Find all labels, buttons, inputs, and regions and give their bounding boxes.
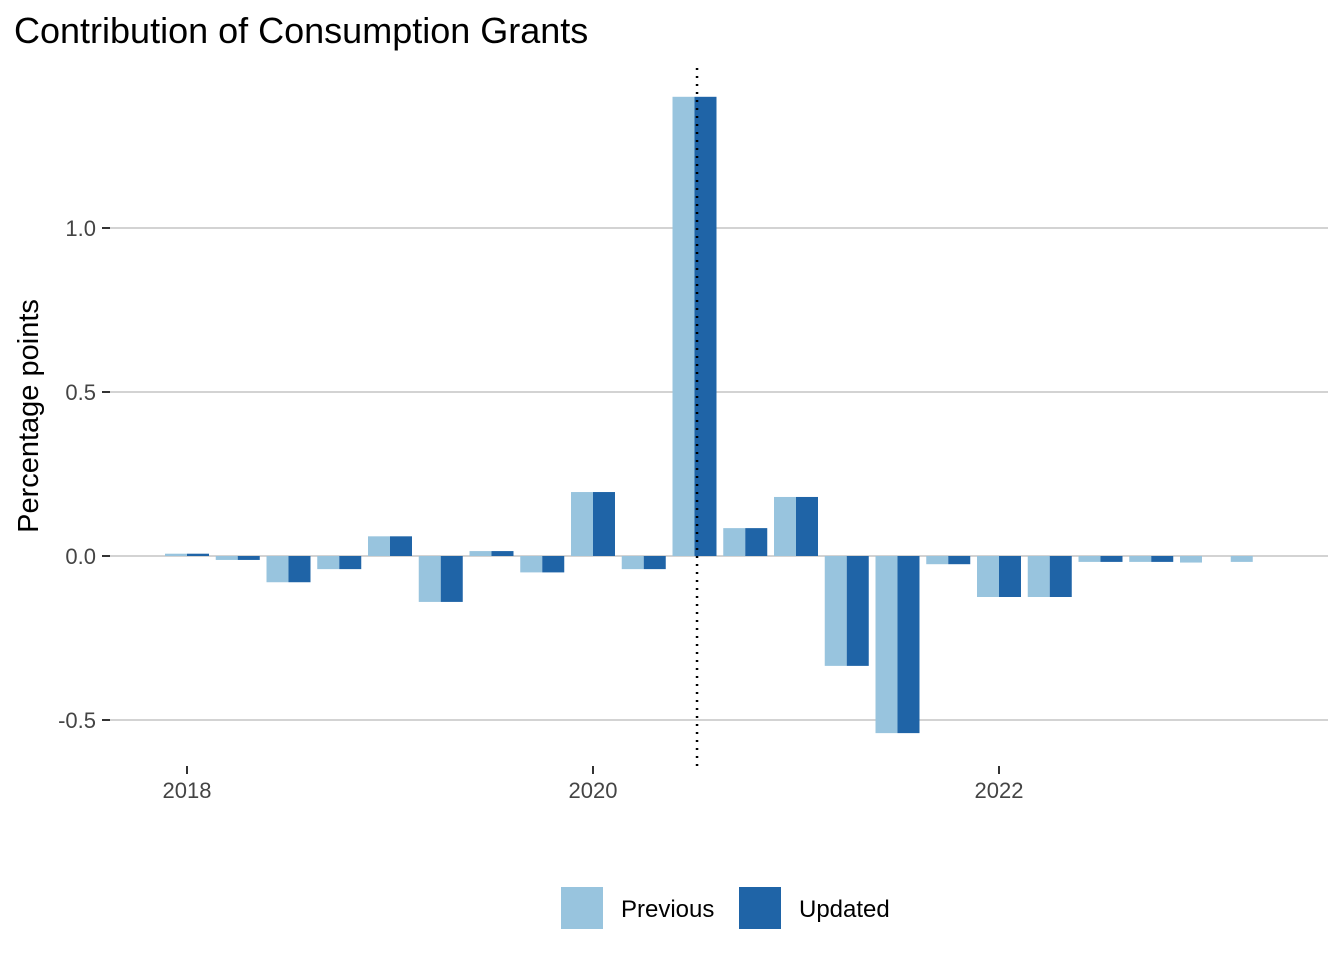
bar-updated-2021-Q2 [846,556,869,666]
bar-updated-2018-Q4 [339,556,362,570]
legend-swatch-updated [739,887,781,929]
bar-previous-2020-Q4 [723,528,746,556]
bar-updated-2020-Q4 [745,528,768,556]
bar-updated-2022-Q1 [999,556,1021,597]
bar-updated-2020-Q3 [694,96,717,557]
y-tick-label: 0.5 [65,380,96,405]
bar-updated-2019-Q4 [542,556,565,573]
bar-previous-2020-Q1 [571,492,593,556]
chart-title: Contribution of Consumption Grants [14,10,588,51]
bar-previous-2018-Q2 [215,556,238,560]
y-tick-label: 0.0 [65,544,96,569]
bar-updated-2021-Q4 [948,556,971,565]
bar-updated-2022-Q4 [1151,556,1174,562]
legend-swatch-previous [561,887,603,929]
legend-label-previous: Previous [621,896,714,923]
bar-updated-2021-Q1 [796,496,818,556]
bar-previous-2022-Q1 [977,556,999,597]
bar-previous-2018-Q1 [165,553,187,556]
bar-updated-2019-Q1 [390,536,412,556]
legend: Previous Updated [561,887,890,929]
y-tick-label: 1.0 [65,216,96,241]
bar-previous-2020-Q2 [621,556,644,570]
gridlines [110,227,1328,721]
bar-updated-2022-Q2 [1049,556,1072,597]
bar-previous-2019-Q3 [469,551,492,556]
bar-previous-2018-Q4 [317,556,340,570]
bar-previous-2021-Q1 [774,496,796,556]
bar-previous-2019-Q1 [368,536,390,556]
bar-previous-2019-Q2 [418,556,441,602]
x-tick-label: 2020 [569,778,618,803]
y-axis-ticks: -0.5 0.0 0.5 1.0 [58,216,110,733]
bar-previous-2021-Q3 [875,556,898,734]
bar-updated-2022-Q3 [1100,556,1123,562]
legend-label-updated: Updated [799,896,890,923]
y-tick-label: -0.5 [58,708,96,733]
bar-updated-2019-Q2 [440,556,463,602]
bar-updated-2019-Q3 [491,551,514,556]
bars [165,96,1253,734]
bar-previous-2018-Q3 [266,556,289,583]
bar-previous-2023-Q1 [1180,556,1202,563]
bar-previous-2022-Q2 [1027,556,1050,597]
bar-previous-2022-Q4 [1129,556,1152,562]
bar-previous-2019-Q4 [520,556,543,573]
bar-previous-2021-Q4 [926,556,949,565]
bar-previous-2023-Q2 [1230,556,1253,562]
bar-previous-2020-Q3 [672,96,695,557]
x-tick-label: 2022 [975,778,1024,803]
bar-updated-2018-Q3 [288,556,311,583]
x-tick-label: 2018 [163,778,212,803]
bar-updated-2021-Q3 [897,556,920,734]
bar-previous-2021-Q2 [824,556,847,666]
bar-previous-2022-Q3 [1078,556,1101,562]
bar-updated-2018-Q2 [237,556,260,560]
bar-updated-2020-Q1 [593,492,615,556]
y-axis-label: Percentage points [13,299,45,533]
x-axis-ticks: 2018 2020 2022 [163,766,1024,803]
bar-updated-2018-Q1 [187,553,209,556]
bar-updated-2020-Q2 [643,556,666,570]
